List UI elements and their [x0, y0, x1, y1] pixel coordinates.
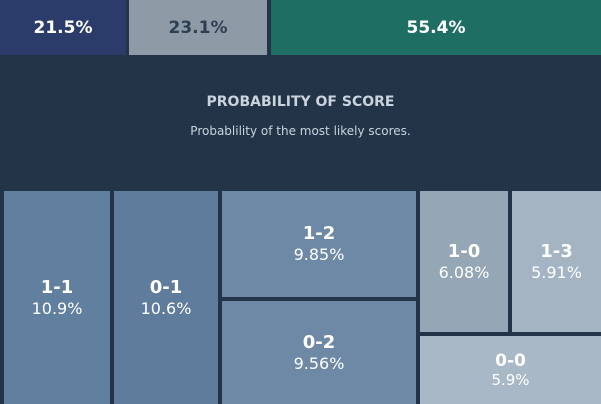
page-subtitle: Probablility of the most likely scores.	[190, 124, 411, 138]
score-tile-1-2[interactable]: 1-2 9.85%	[222, 191, 416, 297]
outcome-bar-home-win[interactable]: 21.5%	[0, 0, 126, 55]
score-label: 1-0	[447, 240, 481, 262]
score-probability: 6.08%	[438, 262, 490, 282]
score-probability: 10.9%	[31, 298, 83, 318]
page-title: PROBABILITY OF SCORE	[206, 94, 395, 110]
score-tile-0-1[interactable]: 0-1 10.6%	[114, 191, 218, 404]
score-probability-header: PROBABILITY OF SCORE Probablility of the…	[0, 55, 601, 188]
score-tile-1-1[interactable]: 1-1 10.9%	[4, 191, 110, 404]
score-tile-1-3[interactable]: 1-3 5.91%	[512, 191, 601, 332]
score-probability: 9.56%	[293, 353, 345, 373]
score-probability: 9.85%	[293, 245, 345, 264]
outcome-bar-draw[interactable]: 23.1%	[129, 0, 267, 55]
score-label: 0-1	[149, 276, 183, 298]
score-probability: 5.9%	[491, 371, 530, 389]
score-label: 1-3	[540, 240, 573, 262]
outcome-draw-value: 23.1%	[168, 17, 228, 38]
score-label: 1-1	[40, 276, 74, 298]
score-tile-1-0[interactable]: 1-0 6.08%	[420, 191, 508, 332]
score-tile-0-0[interactable]: 0-0 5.9%	[420, 336, 601, 404]
outcome-home-win-value: 21.5%	[33, 17, 93, 38]
score-label: 0-0	[495, 351, 526, 371]
outcome-away-win-value: 55.4%	[406, 17, 466, 38]
score-probability: 5.91%	[531, 262, 582, 282]
score-label: 1-2	[302, 223, 336, 244]
outcome-bar-away-win[interactable]: 55.4%	[271, 0, 601, 55]
score-label: 0-2	[302, 331, 336, 353]
score-tile-0-2[interactable]: 0-2 9.56%	[222, 301, 416, 404]
score-probability: 10.6%	[140, 298, 192, 318]
